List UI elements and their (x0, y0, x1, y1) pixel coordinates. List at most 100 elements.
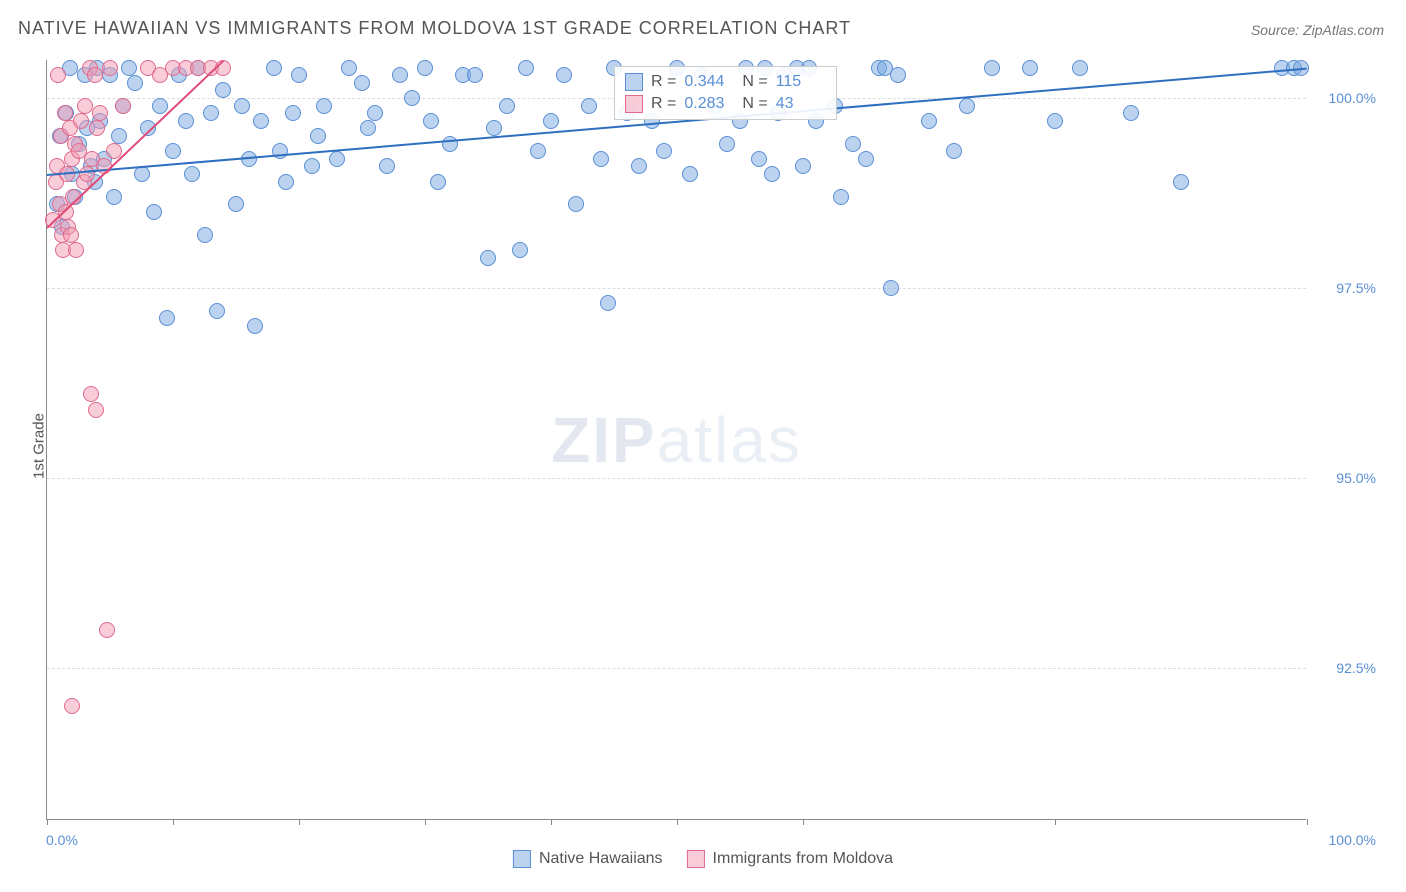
data-point (656, 143, 672, 159)
data-point (423, 113, 439, 129)
data-point (77, 98, 93, 114)
watermark: ZIPatlas (551, 403, 802, 477)
data-point (719, 136, 735, 152)
data-point (890, 67, 906, 83)
data-point (883, 280, 899, 296)
data-point (88, 402, 104, 418)
data-point (329, 151, 345, 167)
data-point (480, 250, 496, 266)
data-point (127, 75, 143, 91)
data-point (751, 151, 767, 167)
data-point (795, 158, 811, 174)
legend-swatch (513, 850, 531, 868)
data-point (404, 90, 420, 106)
data-point (984, 60, 1000, 76)
data-point (50, 67, 66, 83)
data-point (581, 98, 597, 114)
chart-container: NATIVE HAWAIIAN VS IMMIGRANTS FROM MOLDO… (0, 0, 1406, 892)
data-point (360, 120, 376, 136)
legend-swatch (625, 73, 643, 91)
data-point (63, 227, 79, 243)
data-point (58, 204, 74, 220)
legend-swatch (687, 850, 705, 868)
legend-swatch (625, 95, 643, 113)
data-point (833, 189, 849, 205)
data-point (87, 67, 103, 83)
data-point (228, 196, 244, 212)
data-point (68, 242, 84, 258)
data-point (73, 113, 89, 129)
data-point (285, 105, 301, 121)
data-point (234, 98, 250, 114)
y-tick-label: 92.5% (1316, 660, 1376, 676)
x-tick-mark (425, 819, 426, 825)
data-point (518, 60, 534, 76)
data-point (858, 151, 874, 167)
data-point (253, 113, 269, 129)
data-point (316, 98, 332, 114)
data-point (266, 60, 282, 76)
data-point (430, 174, 446, 190)
data-point (568, 196, 584, 212)
data-point (215, 82, 231, 98)
stats-row: R =0.344N =115 (625, 71, 826, 93)
data-point (106, 189, 122, 205)
gridline (47, 478, 1306, 479)
data-point (291, 67, 307, 83)
data-point (467, 67, 483, 83)
data-point (83, 386, 99, 402)
x-tick-mark (1055, 819, 1056, 825)
legend-item: Native Hawaiians (513, 850, 663, 868)
x-axis-max-label: 100.0% (1329, 832, 1376, 848)
data-point (341, 60, 357, 76)
data-point (152, 98, 168, 114)
legend-label: Immigrants from Moldova (713, 850, 894, 868)
data-point (159, 310, 175, 326)
data-point (92, 105, 108, 121)
data-point (197, 227, 213, 243)
plot-area: ZIPatlas 92.5%95.0%97.5%100.0%R =0.344N … (46, 60, 1306, 820)
legend-label: Native Hawaiians (539, 850, 663, 868)
gridline (47, 668, 1306, 669)
data-point (247, 318, 263, 334)
data-point (79, 166, 95, 182)
data-point (486, 120, 502, 136)
stats-row: R =0.283N =43 (625, 93, 826, 115)
data-point (764, 166, 780, 182)
y-tick-label: 100.0% (1316, 90, 1376, 106)
data-point (367, 105, 383, 121)
data-point (115, 98, 131, 114)
data-point (1047, 113, 1063, 129)
data-point (631, 158, 647, 174)
x-tick-mark (1307, 819, 1308, 825)
data-point (146, 204, 162, 220)
x-tick-mark (173, 819, 174, 825)
data-point (556, 67, 572, 83)
data-point (1173, 174, 1189, 190)
legend-item: Immigrants from Moldova (687, 850, 894, 868)
data-point (99, 622, 115, 638)
data-point (499, 98, 515, 114)
source-label: Source: ZipAtlas.com (1251, 22, 1384, 38)
x-tick-mark (551, 819, 552, 825)
data-point (184, 166, 200, 182)
x-tick-mark (47, 819, 48, 825)
data-point (102, 60, 118, 76)
data-point (1123, 105, 1139, 121)
legend: Native Hawaiians Immigrants from Moldova (513, 850, 893, 868)
y-tick-label: 97.5% (1316, 280, 1376, 296)
data-point (178, 113, 194, 129)
data-point (304, 158, 320, 174)
data-point (682, 166, 698, 182)
data-point (209, 303, 225, 319)
x-tick-mark (299, 819, 300, 825)
data-point (379, 158, 395, 174)
data-point (278, 174, 294, 190)
data-point (89, 120, 105, 136)
data-point (946, 143, 962, 159)
x-tick-mark (803, 819, 804, 825)
data-point (593, 151, 609, 167)
data-point (600, 295, 616, 311)
y-tick-label: 95.0% (1316, 470, 1376, 486)
data-point (111, 128, 127, 144)
